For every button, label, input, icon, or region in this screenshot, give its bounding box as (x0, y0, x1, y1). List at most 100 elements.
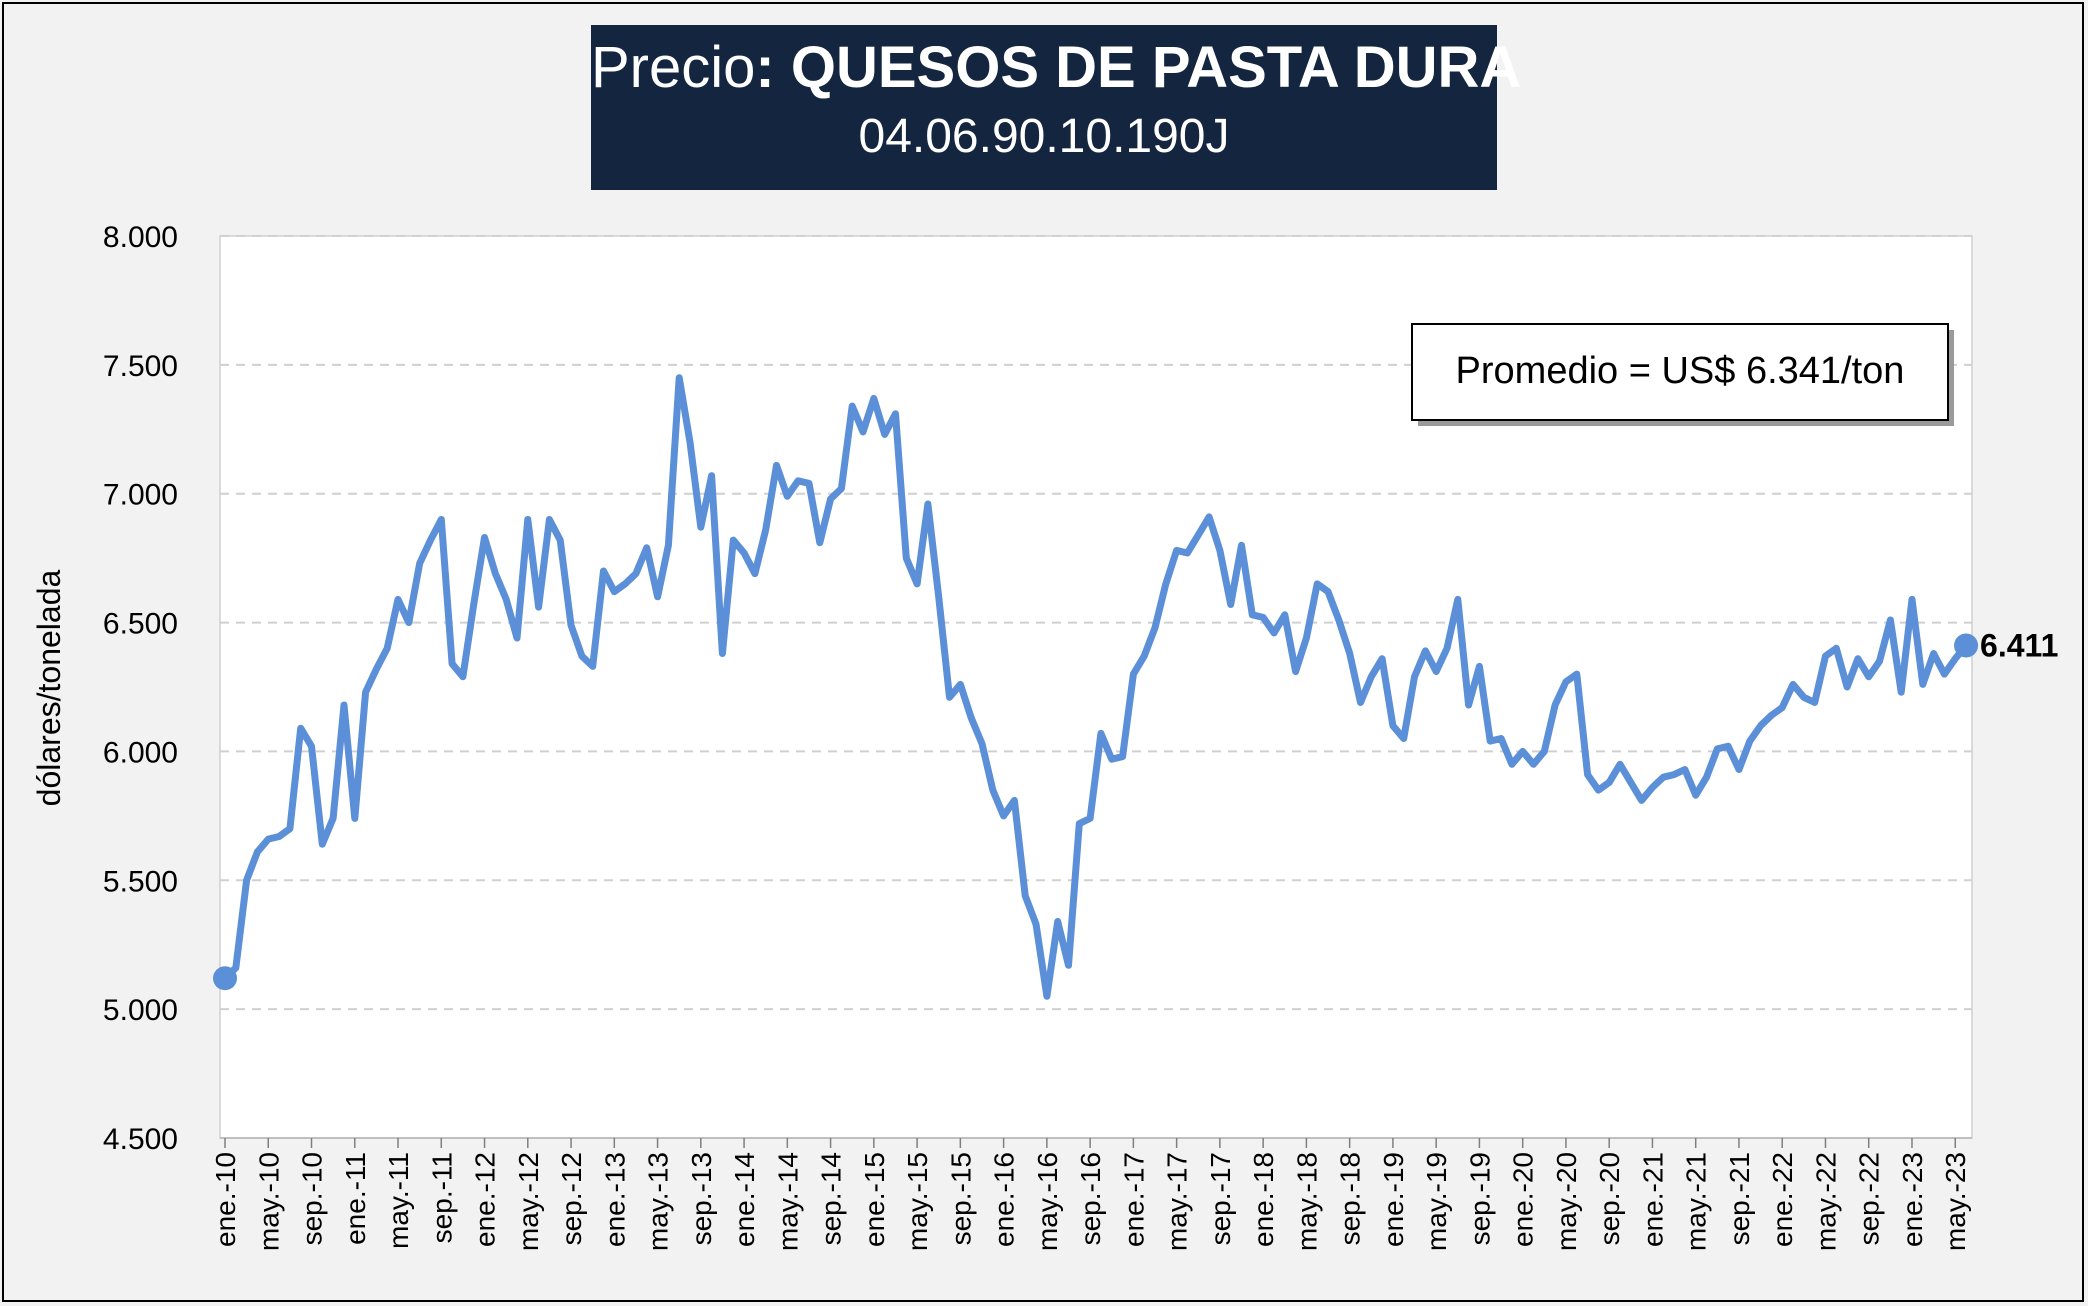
y-tick-label: 5.500 (103, 865, 178, 898)
x-tick-label: may.-10 (253, 1152, 284, 1251)
data-point (320, 842, 324, 846)
data-point (1402, 737, 1406, 741)
x-tick-label: may.-19 (1421, 1152, 1452, 1251)
data-point (829, 497, 833, 501)
y-tick-label: 8.000 (103, 221, 178, 254)
data-point (1780, 706, 1784, 710)
data-point (1175, 548, 1179, 552)
data-point (1153, 626, 1157, 630)
data-point (1661, 775, 1665, 779)
data-point (288, 827, 292, 831)
data-point (1694, 793, 1698, 797)
data-point (1942, 672, 1946, 676)
data-point (1791, 682, 1795, 686)
data-point (872, 396, 876, 400)
x-tick-label: ene.-10 (210, 1152, 241, 1247)
data-point (1845, 685, 1849, 689)
x-tick-label: ene.-14 (729, 1152, 760, 1247)
title-prefix: Precio (591, 35, 756, 100)
x-tick-label: may.-16 (1032, 1152, 1063, 1251)
data-point (591, 664, 595, 668)
data-point (1369, 675, 1373, 679)
data-point (710, 474, 714, 478)
data-point (764, 528, 768, 532)
data-point (731, 538, 735, 542)
x-tick-label: may.-21 (1681, 1152, 1712, 1251)
x-tick-label: ene.-16 (989, 1152, 1020, 1247)
data-point (1888, 618, 1892, 622)
data-point (991, 788, 995, 792)
data-point (472, 603, 476, 607)
x-tick-label: may.-22 (1810, 1152, 1841, 1251)
data-point (861, 430, 865, 434)
data-point (1748, 739, 1752, 743)
y-tick-label: 6.500 (103, 608, 178, 641)
data-point (796, 479, 800, 483)
data-point (688, 440, 692, 444)
data-point (818, 541, 822, 545)
data-point (883, 432, 887, 436)
data-point (699, 525, 703, 529)
x-tick-label: sep.-16 (1075, 1152, 1106, 1245)
data-point (1867, 675, 1871, 679)
data-point (1932, 651, 1936, 655)
data-point (1445, 646, 1449, 650)
data-point (1715, 747, 1719, 751)
data-point (493, 572, 497, 576)
data-point (1164, 582, 1168, 586)
x-tick-label: may.-15 (902, 1152, 933, 1251)
data-point (1185, 551, 1189, 555)
x-tick-label: sep.-15 (945, 1152, 976, 1245)
data-point (1618, 762, 1622, 766)
x-tick-label: sep.-18 (1335, 1152, 1366, 1245)
x-tick-label: may.-12 (513, 1152, 544, 1251)
x-tick-label: sep.-22 (1854, 1152, 1885, 1245)
data-point (1856, 657, 1860, 661)
data-point (1586, 773, 1590, 777)
chart-title-box: Precio: QUESOS DE PASTA DURA 04.06.90.10… (591, 25, 1521, 190)
data-point (645, 546, 649, 550)
x-tick-label: may.-17 (1162, 1152, 1193, 1251)
data-point (1380, 657, 1384, 661)
data-point (364, 690, 368, 694)
x-tick-label: sep.-20 (1594, 1152, 1625, 1245)
x-tick-label: sep.-17 (1205, 1152, 1236, 1245)
data-point (666, 543, 670, 547)
data-point (569, 623, 573, 627)
data-point (396, 597, 400, 601)
data-point (1045, 994, 1049, 998)
start-marker (213, 966, 237, 991)
x-tick-label: ene.-18 (1248, 1152, 1279, 1247)
data-point (1488, 739, 1492, 743)
data-point (1250, 613, 1254, 617)
data-point (1683, 767, 1687, 771)
data-point (1553, 703, 1557, 707)
data-point (656, 595, 660, 599)
x-tick-label: sep.-10 (297, 1152, 328, 1245)
data-point (742, 551, 746, 555)
data-point (980, 742, 984, 746)
data-point (1326, 590, 1330, 594)
data-point (1802, 695, 1806, 699)
x-tick-label: sep.-14 (816, 1152, 847, 1245)
data-point (461, 675, 465, 679)
chart-title: Precio: QUESOS DE PASTA DURA (591, 35, 1521, 101)
data-point (234, 966, 238, 970)
data-point (385, 646, 389, 650)
data-point (504, 597, 508, 601)
data-point (342, 703, 346, 707)
data-point (266, 837, 270, 841)
data-point (1088, 816, 1092, 820)
x-tick-label: may.-18 (1291, 1152, 1322, 1251)
data-point (1002, 814, 1006, 818)
x-tick-label: sep.-11 (426, 1152, 457, 1243)
data-point (839, 487, 843, 491)
data-point (1023, 894, 1027, 898)
data-point (299, 726, 303, 730)
data-point (407, 621, 411, 625)
title-product: QUESOS DE PASTA DURA (790, 35, 1522, 100)
data-point (580, 654, 584, 658)
data-point (1272, 631, 1276, 635)
data-point (1650, 786, 1654, 790)
